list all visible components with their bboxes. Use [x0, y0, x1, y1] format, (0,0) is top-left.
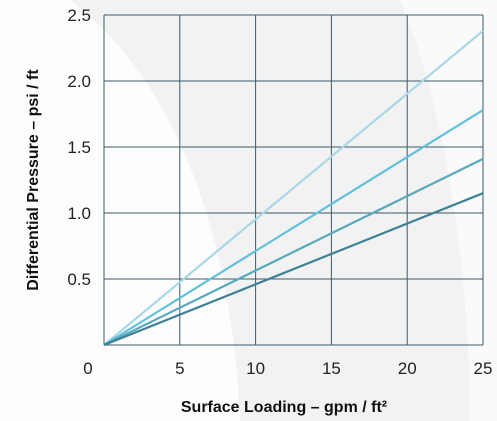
- x-tick-label: 15: [322, 359, 341, 378]
- y-axis-title: Differential Pressure – psi / ft: [25, 69, 42, 291]
- y-axis-ticks: 0.5 1.0 1.5 2.0 2.5: [67, 6, 91, 289]
- y-tick-label: 1.5: [67, 138, 91, 157]
- x-axis-title: Surface Loading – gpm / ft²: [181, 399, 387, 416]
- y-tick-label: 0.5: [67, 270, 91, 289]
- series-line-4: [103, 192, 484, 347]
- x-tick-label: 10: [246, 359, 265, 378]
- x-tick-label: 0: [83, 359, 92, 378]
- y-tick-label: 2.5: [67, 6, 91, 25]
- y-tick-label: 2.0: [67, 72, 91, 91]
- y-tick-label: 1.0: [67, 204, 91, 223]
- background-swoosh-right: [400, 0, 497, 421]
- series-lines: [103, 29, 484, 347]
- x-axis-ticks: 0 5 10 15 20 25: [83, 359, 492, 378]
- series-line-1: [103, 29, 484, 346]
- x-tick-label: 20: [398, 359, 417, 378]
- grid: [103, 14, 484, 346]
- x-tick-label: 5: [175, 359, 184, 378]
- x-tick-label: 25: [474, 359, 493, 378]
- series-line-3: [103, 157, 484, 346]
- series-line-2: [103, 109, 484, 346]
